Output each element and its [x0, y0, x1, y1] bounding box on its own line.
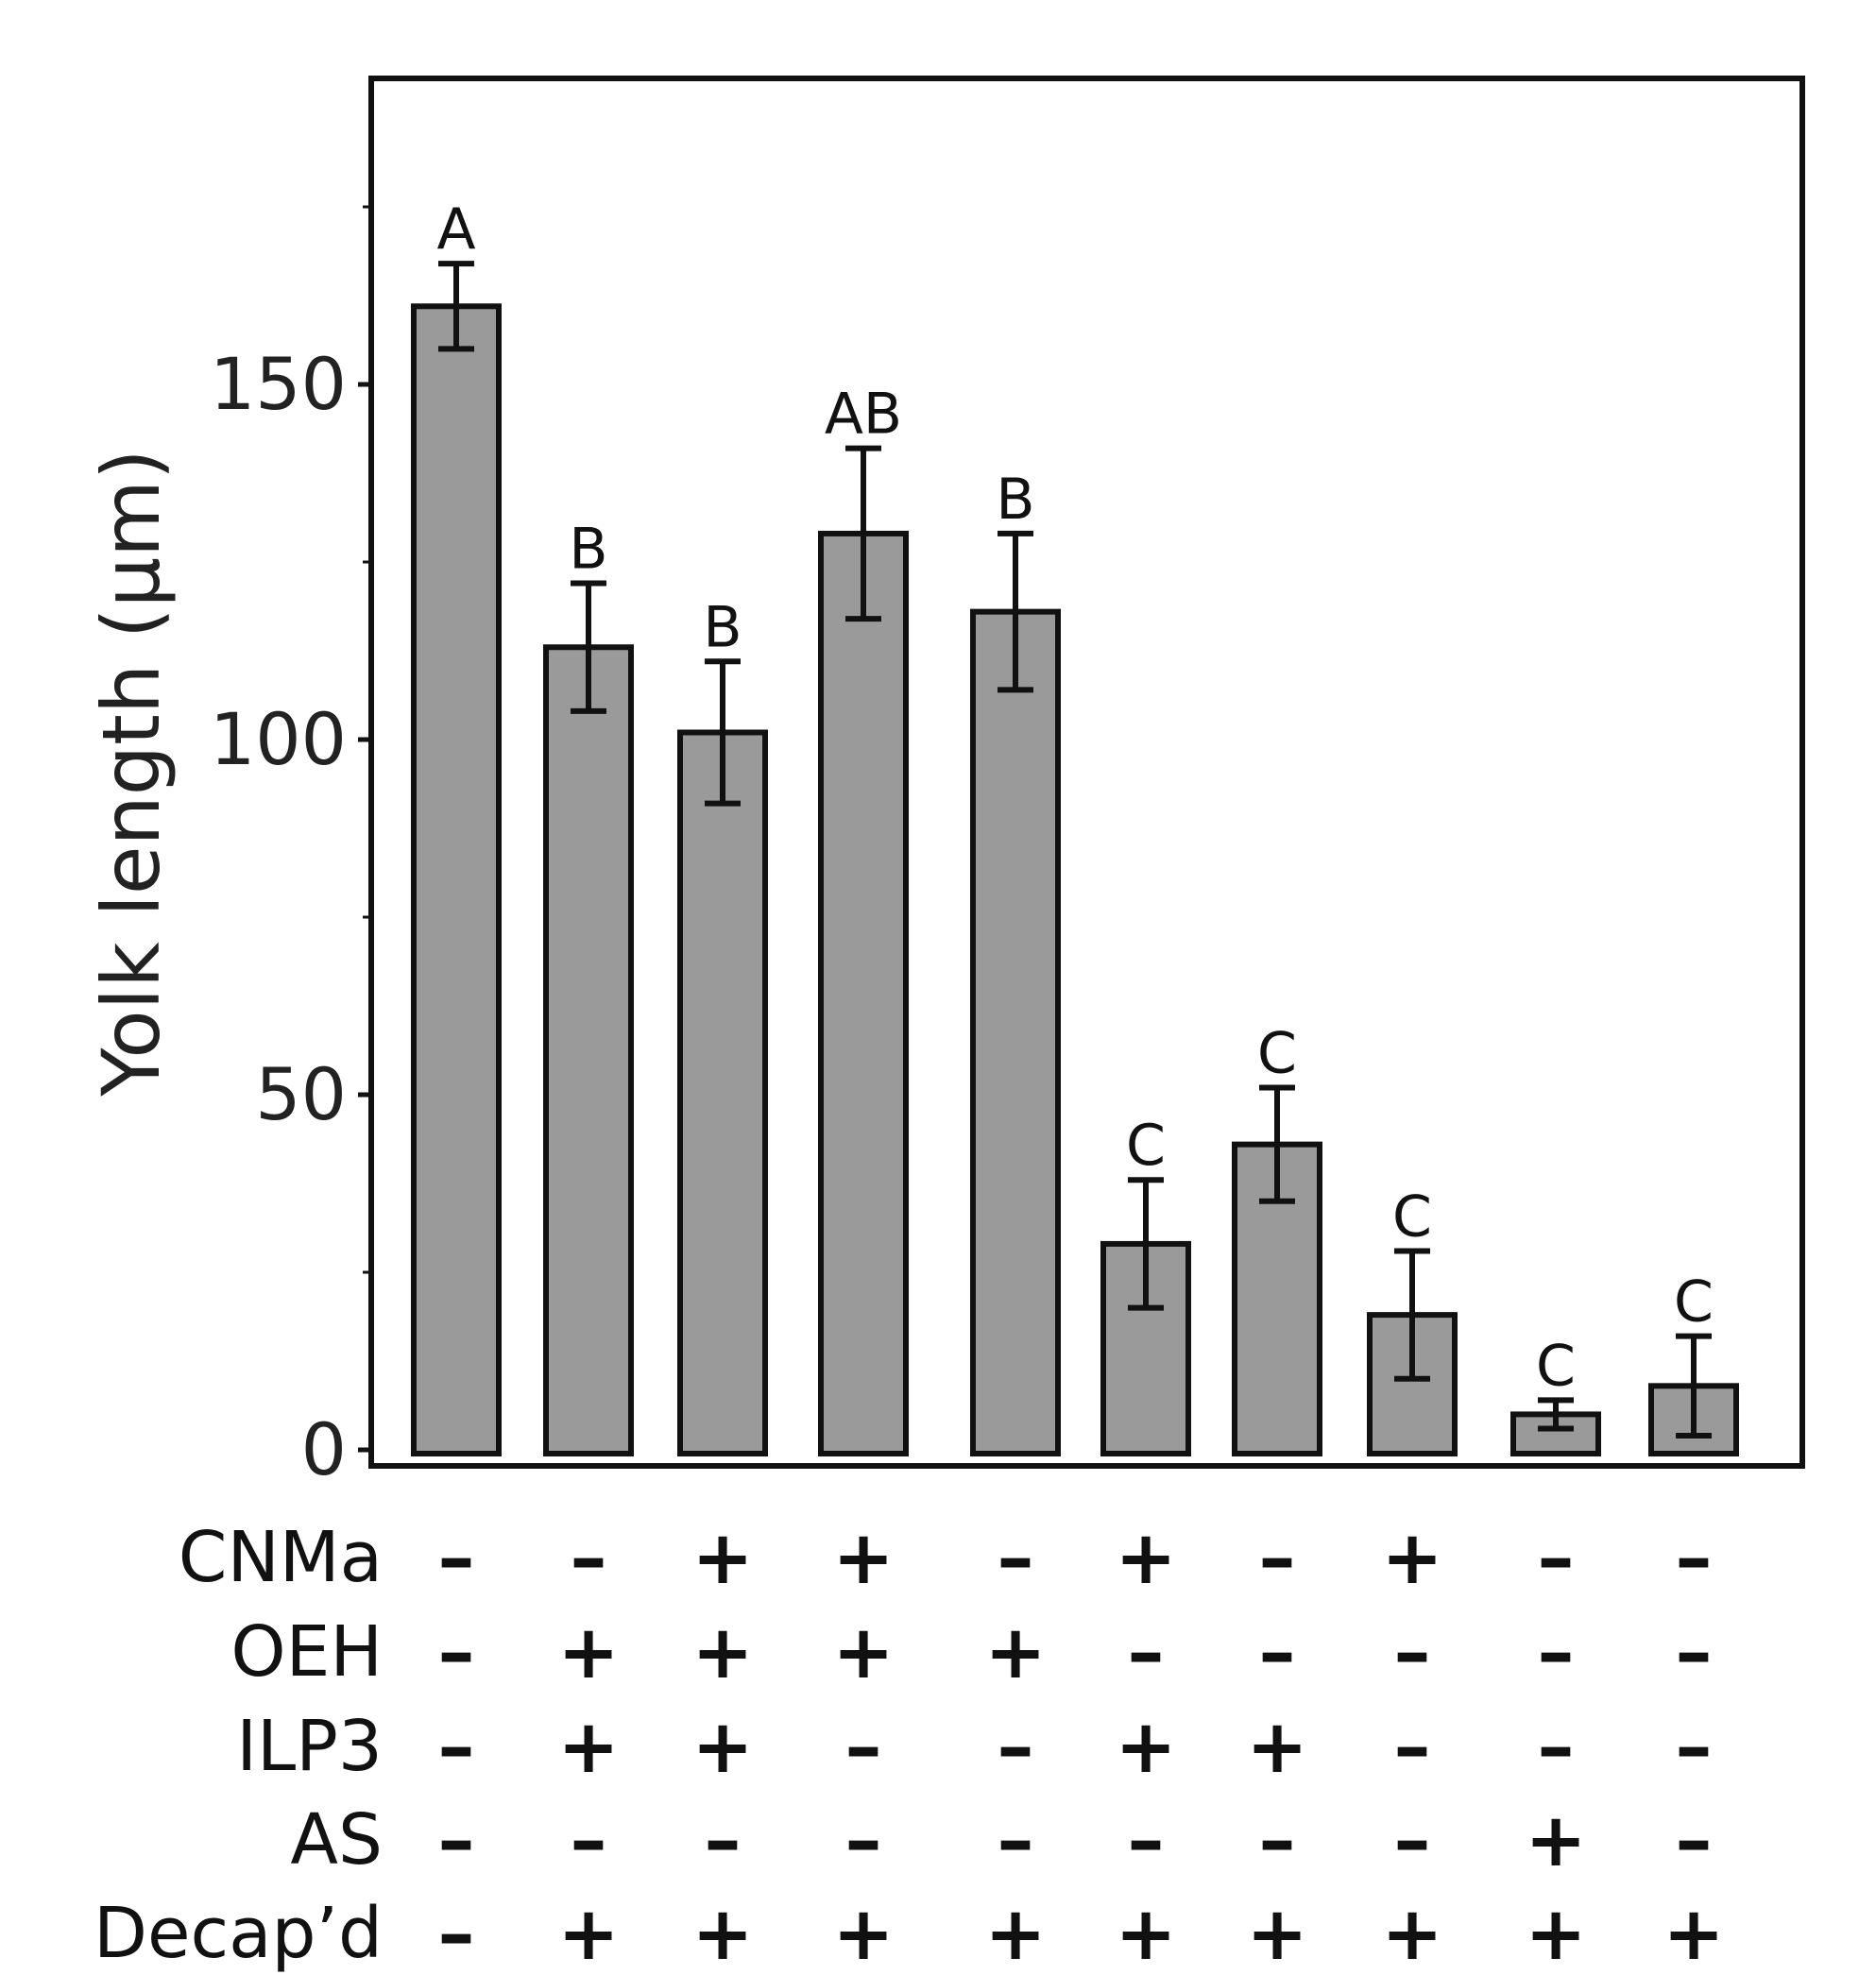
treatment-sign-r3-c2: + — [557, 1705, 619, 1790]
treatment-sign-r2-c5: + — [984, 1610, 1046, 1695]
treatment-sign-r3-c3: + — [691, 1705, 753, 1790]
treatment-table: CNMa – – + + – + – + – –OEH – + + + + – – – – –ILP3– + + – – + + – –… — [94, 1516, 1725, 1975]
treatment-sign-r3-c10: – — [1676, 1705, 1713, 1790]
significance-label-5: B — [996, 467, 1034, 533]
y-tick-label-100: 100 — [210, 697, 347, 781]
treatment-sign-r2-c7: – — [1259, 1610, 1296, 1695]
treatment-sign-r5-c10: + — [1663, 1892, 1724, 1975]
treatment-sign-r1-c6: + — [1115, 1516, 1176, 1601]
significance-label-2: B — [569, 517, 607, 583]
treatment-sign-r3-c6: + — [1115, 1705, 1176, 1790]
treatment-sign-r1-c10: – — [1676, 1516, 1713, 1601]
treatment-sign-r4-c8: – — [1394, 1798, 1431, 1883]
treatment-sign-r2-c10: – — [1676, 1610, 1713, 1695]
treatment-sign-r2-c4: + — [832, 1610, 894, 1695]
error-bar-9 — [1538, 1397, 1574, 1432]
error-bar-2 — [571, 580, 606, 714]
significance-label-1: A — [436, 196, 475, 263]
treatment-sign-r3-c9: – — [1538, 1705, 1575, 1790]
treatment-sign-r5-c4: + — [832, 1892, 894, 1975]
treatment-sign-r4-c4: – — [845, 1798, 882, 1883]
plot-frame — [368, 76, 1805, 1469]
error-bar-7 — [1259, 1084, 1295, 1204]
treatment-sign-r4-c1: – — [438, 1798, 475, 1883]
treatment-sign-r1-c9: – — [1538, 1516, 1575, 1601]
treatment-sign-r2-c6: – — [1128, 1610, 1165, 1695]
treatment-sign-r4-c2: – — [571, 1798, 607, 1883]
treatment-sign-r5-c7: + — [1246, 1892, 1307, 1975]
treatment-sign-r1-c8: + — [1381, 1516, 1442, 1601]
bar-4 — [818, 530, 909, 1456]
y-tick-label-150: 150 — [210, 342, 347, 426]
y-axis-label: Yolk length (µm) — [85, 449, 178, 1098]
treatment-label-cnma: CNMa — [179, 1517, 383, 1598]
treatment-sign-r2-c2: + — [557, 1610, 619, 1695]
treatment-sign-r4-c9: + — [1525, 1798, 1586, 1883]
treatment-sign-r5-c8: + — [1381, 1892, 1442, 1975]
significance-label-9: C — [1536, 1333, 1576, 1399]
treatment-sign-r5-c1: – — [438, 1892, 475, 1975]
treatment-sign-r4-c3: – — [705, 1798, 742, 1883]
error-bar-4 — [845, 445, 881, 622]
treatment-sign-r5-c3: + — [691, 1892, 753, 1975]
treatment-sign-r3-c7: + — [1246, 1705, 1307, 1790]
treatment-label-as: AS — [290, 1799, 383, 1881]
treatment-sign-r4-c6: – — [1128, 1798, 1165, 1883]
treatment-sign-r1-c7: – — [1259, 1516, 1296, 1601]
significance-label-6: C — [1126, 1113, 1166, 1179]
significance-label-3: B — [703, 594, 742, 660]
treatment-sign-r3-c1: – — [438, 1705, 475, 1790]
treatment-sign-r3-c4: – — [845, 1705, 882, 1790]
treatment-sign-r3-c8: – — [1394, 1705, 1431, 1790]
treatment-sign-r1-c1: – — [438, 1516, 475, 1601]
treatment-sign-r5-c2: + — [557, 1892, 619, 1975]
treatment-sign-r2-c1: – — [438, 1610, 475, 1695]
treatment-sign-r5-c6: + — [1115, 1892, 1176, 1975]
treatment-sign-r4-c7: – — [1259, 1798, 1296, 1883]
treatment-sign-r1-c5: – — [998, 1516, 1034, 1601]
treatment-sign-r5-c5: + — [984, 1892, 1046, 1975]
treatment-sign-r4-c5: – — [998, 1798, 1034, 1883]
y-tick-label-0: 0 — [301, 1407, 347, 1491]
error-bar-6 — [1128, 1177, 1164, 1311]
error-bar-8 — [1394, 1248, 1430, 1382]
bar-5 — [970, 608, 1061, 1456]
bar-3 — [677, 729, 768, 1456]
significance-label-10: C — [1674, 1269, 1714, 1336]
treatment-sign-r1-c3: + — [691, 1516, 753, 1601]
treatment-sign-r2-c8: – — [1394, 1610, 1431, 1695]
treatment-sign-r3-c5: – — [998, 1705, 1034, 1790]
treatment-sign-r4-c10: – — [1676, 1798, 1713, 1883]
treatment-label-decap-d: Decap’d — [94, 1893, 383, 1974]
treatment-label-oeh: OEH — [230, 1611, 383, 1693]
error-bar-5 — [998, 530, 1033, 693]
error-bar-10 — [1676, 1333, 1712, 1439]
treatment-sign-r5-c9: + — [1525, 1892, 1586, 1975]
error-bar-1 — [438, 261, 474, 352]
treatment-sign-r1-c2: – — [571, 1516, 607, 1601]
significance-label-8: C — [1392, 1183, 1432, 1250]
bar-1 — [411, 303, 502, 1456]
error-bars — [438, 261, 1712, 1439]
significance-label-4: AB — [825, 382, 902, 448]
significance-label-7: C — [1257, 1020, 1297, 1086]
axes: 0 50 100 150 — [210, 205, 371, 1491]
treatment-sign-r1-c4: + — [832, 1516, 894, 1601]
treatment-sign-r2-c3: + — [691, 1610, 753, 1695]
bars — [411, 303, 1739, 1457]
error-bar-3 — [705, 658, 741, 807]
bar-2 — [543, 644, 634, 1456]
treatment-sign-r2-c9: – — [1538, 1610, 1575, 1695]
treatment-label-ilp3: ILP3 — [236, 1706, 383, 1787]
y-tick-label-50: 50 — [255, 1052, 347, 1136]
